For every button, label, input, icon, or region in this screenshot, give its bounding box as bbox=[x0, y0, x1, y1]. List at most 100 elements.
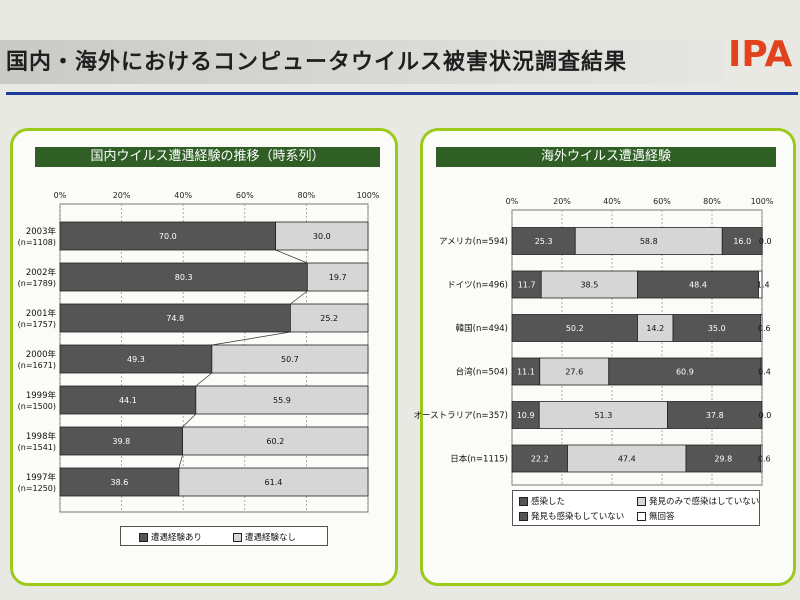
overseas-data-label: 58.8 bbox=[640, 237, 658, 246]
overseas-tick-label: 80% bbox=[703, 197, 721, 206]
title-bar bbox=[0, 40, 725, 84]
legend-item-no-answer: 無回答 bbox=[637, 510, 675, 522]
legend-item-no: 遭遇経験なし bbox=[233, 531, 296, 543]
title-rule bbox=[6, 92, 798, 95]
overseas-category-label: アメリカ(n=594) bbox=[439, 237, 508, 247]
legend-label: 発見も感染もしていない bbox=[531, 512, 625, 522]
legend-label: 感染した bbox=[531, 497, 566, 507]
overseas-data-label: 29.8 bbox=[714, 455, 732, 464]
overseas-category-label: 日本(n=1115) bbox=[450, 454, 508, 465]
domestic-tick-label: 40% bbox=[174, 191, 192, 200]
domestic-connector-line bbox=[290, 290, 308, 305]
domestic-data-label: 60.2 bbox=[266, 437, 284, 446]
domestic-connector-line bbox=[211, 331, 291, 346]
overseas-bar-segment bbox=[760, 357, 763, 386]
domestic-tick-label: 60% bbox=[236, 191, 254, 200]
domestic-category-n: (n=1671) bbox=[18, 361, 56, 370]
overseas-category-label: オーストラリア(n=357) bbox=[414, 411, 508, 421]
domestic-legend: 遭遇経験あり 遭遇経験なし bbox=[120, 526, 328, 546]
overseas-bar-segment bbox=[685, 444, 761, 473]
domestic-bar-segment bbox=[289, 303, 369, 333]
domestic-data-label: 19.7 bbox=[329, 273, 347, 282]
domestic-data-label: 74.8 bbox=[166, 314, 184, 323]
legend-item-infected: 感染した bbox=[519, 495, 565, 507]
domestic-data-label: 55.9 bbox=[273, 396, 291, 405]
domestic-tick-label: 0% bbox=[54, 191, 67, 200]
overseas-bar-segment bbox=[637, 314, 674, 342]
overseas-bar-segment bbox=[667, 401, 763, 429]
domestic-data-label: 80.3 bbox=[175, 273, 193, 282]
overseas-data-label: 25.3 bbox=[535, 237, 553, 246]
domestic-data-label: 39.8 bbox=[112, 437, 130, 446]
legend-item-none: 発見も感染もしていない bbox=[519, 510, 624, 522]
domestic-bar-segment bbox=[195, 385, 369, 415]
legend-swatch bbox=[139, 532, 148, 542]
overseas-tick-label: 40% bbox=[603, 197, 621, 206]
overseas-data-label: 37.8 bbox=[706, 411, 724, 420]
overseas-data-label: 35.0 bbox=[708, 324, 726, 333]
overseas-data-label: 14.2 bbox=[646, 324, 664, 333]
domestic-category-n: (n=1757) bbox=[18, 320, 56, 329]
overseas-data-label: 51.3 bbox=[594, 411, 612, 420]
domestic-category-label: 1997年 bbox=[26, 472, 57, 483]
overseas-data-label: 50.2 bbox=[566, 324, 584, 333]
legend-swatch bbox=[637, 496, 646, 506]
domestic-data-label: 25.2 bbox=[320, 314, 338, 323]
overseas-chart-title: 海外ウイルス遭遇経験 bbox=[436, 147, 776, 167]
overseas-category-label: 台湾(n=504) bbox=[456, 367, 508, 378]
domestic-category-label: 1999年 bbox=[26, 390, 57, 401]
domestic-category-label: 2000年 bbox=[26, 349, 57, 360]
overseas-data-label: 0.0 bbox=[759, 411, 772, 420]
domestic-bar-segment bbox=[59, 426, 183, 456]
overseas-data-label: 1.4 bbox=[757, 281, 770, 290]
domestic-category-n: (n=1250) bbox=[18, 484, 56, 493]
overseas-bar-segment bbox=[721, 227, 763, 255]
domestic-bar-segment bbox=[59, 262, 308, 292]
overseas-bar-segment bbox=[758, 270, 763, 299]
overseas-data-label: 60.9 bbox=[676, 368, 694, 377]
domestic-category-label: 2001年 bbox=[26, 308, 57, 319]
overseas-category-label: 韓国(n=494) bbox=[456, 323, 508, 334]
domestic-category-n: (n=1541) bbox=[18, 443, 56, 452]
domestic-category-label: 1998年 bbox=[26, 431, 57, 442]
overseas-bar-segment bbox=[511, 314, 638, 342]
overseas-tick-label: 60% bbox=[653, 197, 671, 206]
overseas-data-label: 11.7 bbox=[518, 281, 536, 290]
overseas-tick-label: 20% bbox=[553, 197, 571, 206]
ipa-logo: IPA bbox=[728, 34, 793, 75]
legend-item-yes: 遭遇経験あり bbox=[139, 531, 202, 543]
domestic-data-label: 70.0 bbox=[159, 232, 177, 241]
domestic-chart-title: 国内ウイルス遭遇経験の推移（時系列） bbox=[35, 147, 380, 167]
overseas-data-label: 16.0 bbox=[733, 237, 751, 246]
overseas-data-label: 27.6 bbox=[565, 368, 583, 377]
domestic-data-label: 50.7 bbox=[281, 355, 299, 364]
domestic-data-label: 49.3 bbox=[127, 355, 145, 364]
overseas-bar-segment bbox=[760, 314, 763, 342]
domestic-bar-segment bbox=[59, 221, 277, 251]
domestic-connector-line bbox=[195, 372, 213, 387]
domestic-tick-label: 100% bbox=[357, 191, 380, 200]
domestic-category-label: 2002年 bbox=[26, 267, 57, 278]
page-title: 国内・海外におけるコンピュータウイルス被害状況調査結果 bbox=[6, 50, 628, 75]
domestic-category-n: (n=1108) bbox=[18, 238, 56, 247]
domestic-bar-segment bbox=[275, 221, 369, 251]
overseas-data-label: 38.5 bbox=[580, 281, 598, 290]
overseas-data-label: 10.9 bbox=[517, 411, 535, 420]
overseas-data-label: 0.0 bbox=[759, 237, 772, 246]
overseas-bar-segment bbox=[511, 227, 576, 255]
overseas-data-label: 47.4 bbox=[618, 455, 636, 464]
overseas-category-label: ドイツ(n=496) bbox=[447, 281, 508, 291]
overseas-bar-segment bbox=[574, 227, 723, 255]
domestic-connector-line bbox=[182, 413, 197, 428]
legend-swatch bbox=[637, 511, 646, 521]
domestic-bar-segment bbox=[182, 426, 369, 456]
domestic-bar-segment bbox=[211, 344, 369, 374]
domestic-tick-label: 80% bbox=[298, 191, 316, 200]
domestic-category-label: 2003年 bbox=[26, 226, 57, 237]
domestic-data-label: 30.0 bbox=[313, 232, 331, 241]
domestic-connector-line bbox=[178, 454, 183, 469]
domestic-category-n: (n=1789) bbox=[18, 279, 56, 288]
overseas-bar-segment bbox=[538, 401, 668, 429]
domestic-data-label: 44.1 bbox=[119, 396, 137, 405]
domestic-category-n: (n=1500) bbox=[18, 402, 56, 411]
